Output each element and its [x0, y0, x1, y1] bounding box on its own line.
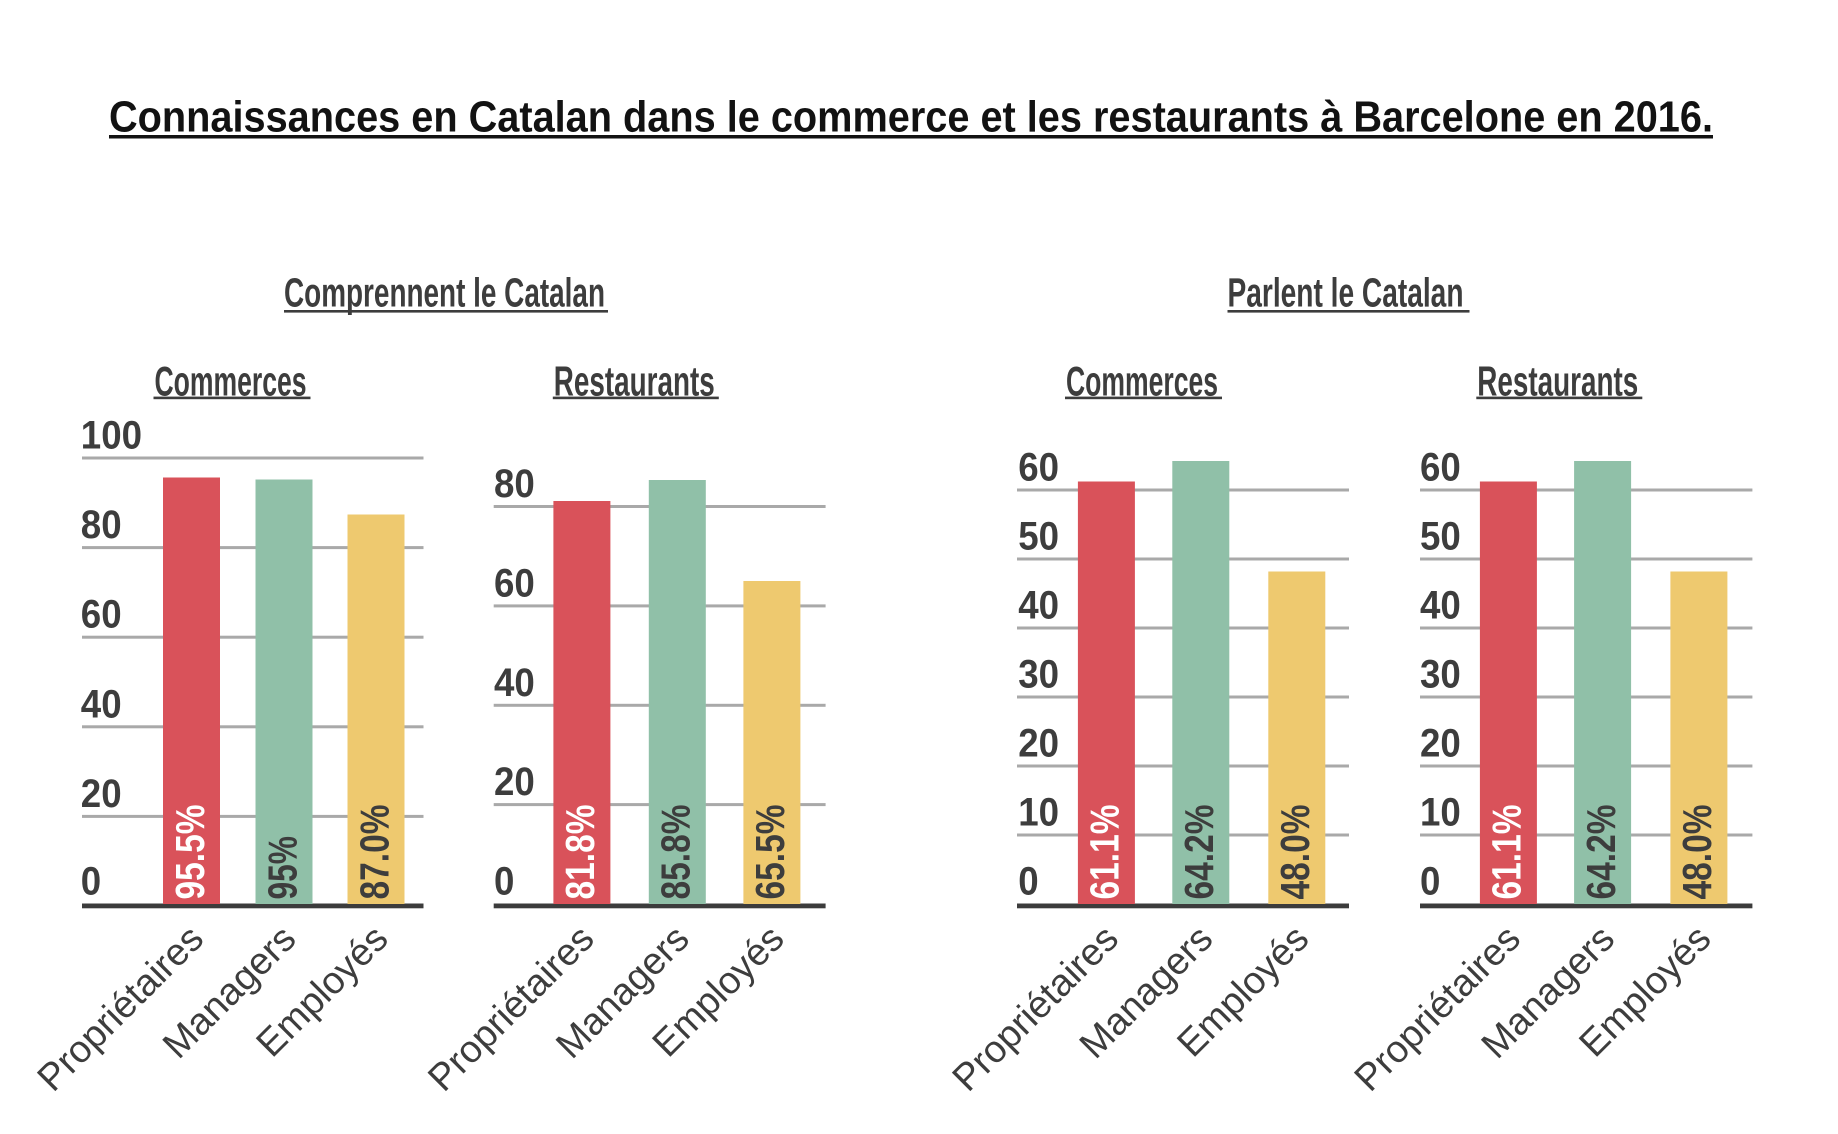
svg-text:10: 10	[1420, 791, 1461, 835]
svg-text:20: 20	[494, 760, 535, 804]
svg-text:87.0%: 87.0%	[351, 805, 397, 900]
svg-text:20: 20	[1018, 722, 1059, 766]
svg-text:65.5%: 65.5%	[747, 805, 793, 900]
svg-text:50: 50	[1018, 515, 1059, 559]
svg-text:95.5%: 95.5%	[167, 805, 213, 900]
svg-text:61.1%: 61.1%	[1082, 805, 1128, 900]
svg-text:Comprennent le Catalan: Comprennent le Catalan	[284, 269, 605, 315]
svg-text:Parlent le Catalan: Parlent le Catalan	[1228, 269, 1464, 315]
svg-text:30: 30	[1420, 653, 1461, 697]
svg-text:40: 40	[1420, 584, 1461, 628]
svg-text:Restaurants: Restaurants	[554, 357, 715, 404]
svg-text:48.0%: 48.0%	[1674, 805, 1720, 900]
svg-text:30: 30	[1018, 653, 1059, 697]
svg-text:40: 40	[81, 682, 122, 726]
svg-text:64.2%: 64.2%	[1578, 805, 1624, 900]
svg-text:40: 40	[494, 661, 535, 705]
svg-text:50: 50	[1420, 515, 1461, 559]
svg-text:60: 60	[1420, 446, 1461, 490]
svg-text:Restaurants: Restaurants	[1477, 357, 1638, 404]
svg-text:80: 80	[494, 462, 535, 506]
svg-text:Commerces: Commerces	[1066, 357, 1218, 404]
svg-text:Connaissances en Catalan dans: Connaissances en Catalan dans le commerc…	[109, 92, 1713, 141]
svg-text:60: 60	[81, 593, 122, 637]
svg-text:95%: 95%	[259, 836, 305, 900]
svg-text:80: 80	[81, 503, 122, 547]
svg-text:0: 0	[81, 860, 101, 904]
svg-text:0: 0	[494, 860, 514, 904]
svg-text:40: 40	[1018, 584, 1059, 628]
svg-text:64.2%: 64.2%	[1176, 805, 1222, 900]
svg-text:0: 0	[1018, 860, 1038, 904]
svg-text:85.8%: 85.8%	[653, 805, 699, 900]
svg-text:100: 100	[81, 414, 142, 458]
svg-text:20: 20	[1420, 722, 1461, 766]
svg-text:81.8%: 81.8%	[557, 805, 603, 900]
svg-text:10: 10	[1018, 791, 1059, 835]
svg-text:60: 60	[1018, 446, 1059, 490]
svg-text:20: 20	[81, 772, 122, 816]
svg-text:61.1%: 61.1%	[1484, 805, 1530, 900]
svg-text:60: 60	[494, 561, 535, 605]
svg-text:48.0%: 48.0%	[1272, 805, 1318, 900]
svg-text:0: 0	[1420, 860, 1440, 904]
svg-text:Commerces: Commerces	[155, 357, 307, 404]
